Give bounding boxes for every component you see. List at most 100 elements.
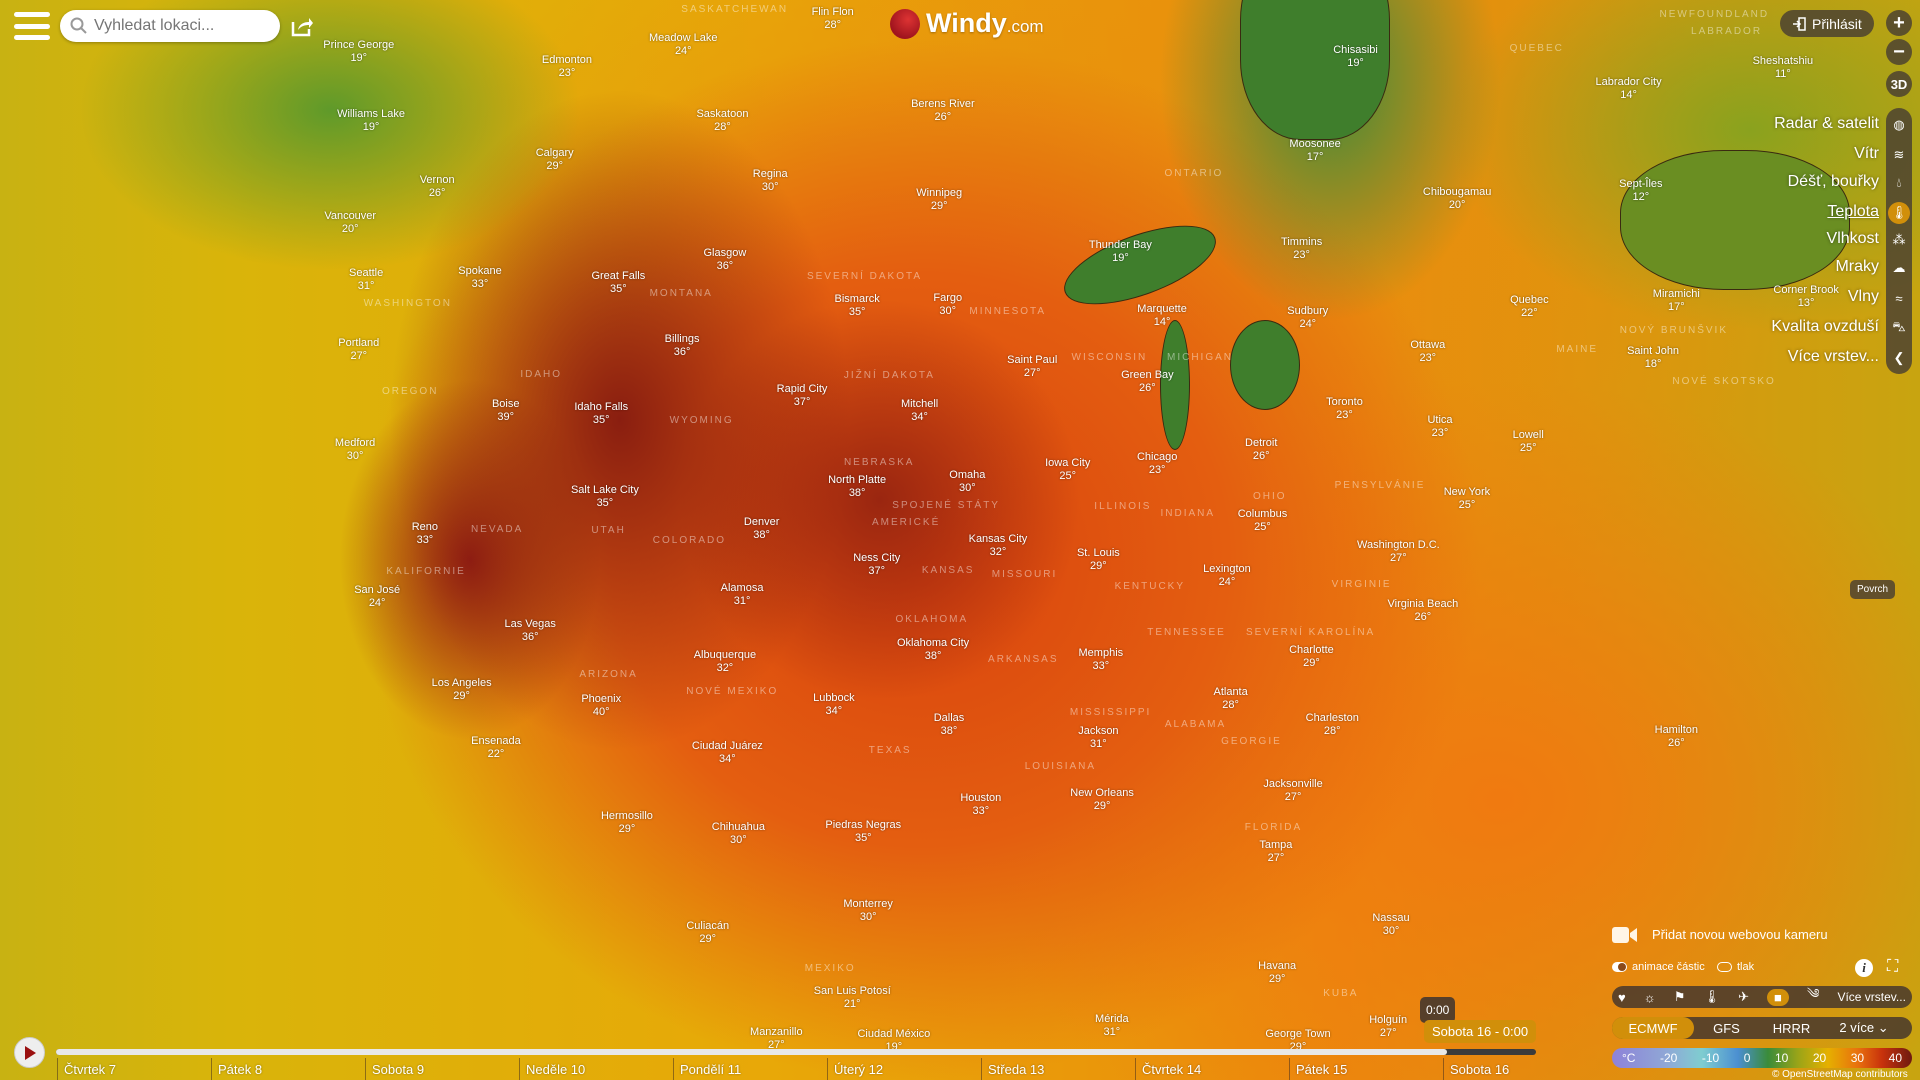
add-webcam-link[interactable]: Přidat novou webovou kameru <box>1652 927 1828 942</box>
zoom-out-button[interactable]: − <box>1886 39 1912 65</box>
layer-item[interactable]: Déšť, bouřky <box>1787 173 1879 190</box>
windy-logo[interactable]: Windy.com <box>890 8 1044 39</box>
city-label[interactable]: Detroit 26° <box>1245 437 1277 463</box>
city-label[interactable]: Fargo 30° <box>933 292 962 318</box>
more-layers-button[interactable]: Více vrstev... <box>1837 990 1906 1004</box>
info-icon[interactable]: i <box>1855 959 1873 977</box>
city-label[interactable]: Sudbury 24° <box>1287 305 1328 331</box>
city-label[interactable]: Houston 33° <box>960 792 1001 818</box>
particles-toggle[interactable]: animace částic <box>1612 961 1705 973</box>
city-label[interactable]: Dallas 38° <box>934 712 965 738</box>
city-label[interactable]: Phoenix 40° <box>581 693 621 719</box>
city-label[interactable]: Manzanillo 27° <box>750 1026 803 1052</box>
city-label[interactable]: Omaha 30° <box>949 469 985 495</box>
model-ecmwf[interactable]: ECMWF <box>1612 1017 1694 1039</box>
city-label[interactable]: Moosonee 17° <box>1289 138 1340 164</box>
city-label[interactable]: Lexington 24° <box>1203 563 1251 589</box>
city-label[interactable]: Vernon 26° <box>420 174 455 200</box>
city-label[interactable]: Boise 39° <box>492 398 520 424</box>
car-icon[interactable]: ⛍ <box>1892 319 1906 334</box>
city-label[interactable]: Berens River 26° <box>911 98 975 124</box>
surface-button[interactable]: Povrch <box>1850 580 1896 599</box>
city-label[interactable]: Edmonton 23° <box>542 54 592 80</box>
city-label[interactable]: Prince George 19° <box>323 39 394 65</box>
drop-icon[interactable]: 💧︎ <box>1896 175 1902 190</box>
city-label[interactable]: Ensenada 22° <box>471 735 521 761</box>
city-label[interactable]: Calgary 29° <box>536 147 574 173</box>
layer-item[interactable]: Vlny <box>1847 288 1879 305</box>
city-label[interactable]: Corner Brook 13° <box>1773 284 1838 310</box>
city-label[interactable]: Rapid City 37° <box>777 383 828 409</box>
city-label[interactable]: Holguín 27° <box>1369 1014 1407 1040</box>
city-label[interactable]: Jacksonville 27° <box>1263 778 1322 804</box>
city-label[interactable]: Kansas City 32° <box>969 533 1028 559</box>
city-label[interactable]: Monterrey 30° <box>843 898 893 924</box>
timeline-day[interactable]: Sobota 16 <box>1443 1058 1597 1080</box>
city-label[interactable]: Seattle 31° <box>349 267 383 293</box>
city-label[interactable]: Lubbock 34° <box>813 692 855 718</box>
city-label[interactable]: Atlanta 28° <box>1213 686 1247 712</box>
city-label[interactable]: Sept-Îles 12° <box>1619 178 1662 204</box>
city-label[interactable]: Flin Flon 28° <box>812 6 854 32</box>
city-label[interactable]: Glasgow 36° <box>703 247 746 273</box>
city-label[interactable]: Portland 27° <box>338 337 379 363</box>
city-label[interactable]: Oklahoma City 38° <box>897 637 969 663</box>
city-label[interactable]: Meadow Lake 24° <box>649 32 718 58</box>
city-label[interactable]: Charlotte 29° <box>1289 644 1334 670</box>
layer-item[interactable]: Vítr <box>1854 145 1879 162</box>
weather-icon[interactable]: ☼ <box>1643 989 1656 1005</box>
globe-icon[interactable]: ◍ <box>1893 117 1905 132</box>
city-label[interactable]: Denver 38° <box>744 516 779 542</box>
city-label[interactable]: Las Vegas 36° <box>505 618 556 644</box>
model-hrrr[interactable]: HRRR <box>1772 1020 1811 1036</box>
city-label[interactable]: Culiacán 29° <box>686 920 729 946</box>
city-label[interactable]: North Platte 38° <box>828 474 886 500</box>
city-label[interactable]: Mitchell 34° <box>901 398 938 424</box>
city-label[interactable]: Utica 23° <box>1427 414 1452 440</box>
city-label[interactable]: New Orleans 29° <box>1070 787 1134 813</box>
play-button[interactable] <box>14 1037 45 1068</box>
3d-button[interactable]: 3D <box>1886 71 1912 97</box>
city-label[interactable]: St. Louis 29° <box>1077 547 1120 573</box>
city-label[interactable]: Ness City 37° <box>853 552 900 578</box>
webcam-toggle-icon[interactable]: ■ <box>1767 988 1789 1006</box>
thermometer-icon[interactable]: 🌡︎ <box>1703 989 1720 1004</box>
city-label[interactable]: Chisasibi 19° <box>1333 44 1378 70</box>
city-label[interactable]: Iowa City 25° <box>1045 457 1090 483</box>
city-label[interactable]: Saint Paul 27° <box>1007 354 1057 380</box>
city-label[interactable]: Green Bay 26° <box>1121 369 1174 395</box>
timeline-day[interactable]: Sobota 9 <box>365 1058 519 1080</box>
city-label[interactable]: New York 25° <box>1444 486 1490 512</box>
city-label[interactable]: Bismarck 35° <box>835 293 880 319</box>
city-label[interactable]: Albuquerque 32° <box>694 649 756 675</box>
layer-item[interactable]: Více vrstev... <box>1787 348 1879 365</box>
pressure-toggle[interactable]: tlak <box>1717 961 1754 973</box>
city-label[interactable]: Sheshatshiu 11° <box>1753 55 1814 81</box>
timeline-day[interactable]: Pátek 8 <box>211 1058 365 1080</box>
cloud-icon[interactable]: ☁︎ <box>1892 260 1906 275</box>
city-label[interactable]: Great Falls 35° <box>591 270 645 296</box>
city-label[interactable]: Saskatoon 28° <box>696 108 748 134</box>
city-label[interactable]: Nassau 30° <box>1372 912 1409 938</box>
layer-item[interactable]: Mraky <box>1835 258 1879 275</box>
city-label[interactable]: Piedras Negras 35° <box>825 819 901 845</box>
layer-item[interactable]: Teplota <box>1827 203 1879 220</box>
city-label[interactable]: Memphis 33° <box>1079 647 1124 673</box>
windsock-icon[interactable]: ⚑ <box>1673 989 1686 1004</box>
city-label[interactable]: Regina 30° <box>753 168 788 194</box>
city-label[interactable]: Miramichi 17° <box>1653 288 1700 314</box>
thermometer-icon[interactable]: 🌡︎ <box>1888 202 1910 224</box>
search-box[interactable] <box>60 10 280 42</box>
timeline-day[interactable]: Středa 13 <box>981 1058 1135 1080</box>
city-label[interactable]: Marquette 14° <box>1137 303 1187 329</box>
timeline-day[interactable]: Čtvrtek 14 <box>1135 1058 1289 1080</box>
city-label[interactable]: Alamosa 31° <box>721 582 764 608</box>
login-button[interactable]: Přihlásit <box>1780 10 1874 37</box>
chevron-left-icon[interactable]: ❮ <box>1893 350 1905 365</box>
city-label[interactable]: Toronto 23° <box>1326 396 1363 422</box>
city-label[interactable]: Havana 29° <box>1258 960 1296 986</box>
city-label[interactable]: San José 24° <box>354 584 400 610</box>
city-label[interactable]: Timmins 23° <box>1281 236 1322 262</box>
temperature-legend[interactable]: °C -20 -10 0 10 20 30 40 <box>1612 1048 1912 1068</box>
